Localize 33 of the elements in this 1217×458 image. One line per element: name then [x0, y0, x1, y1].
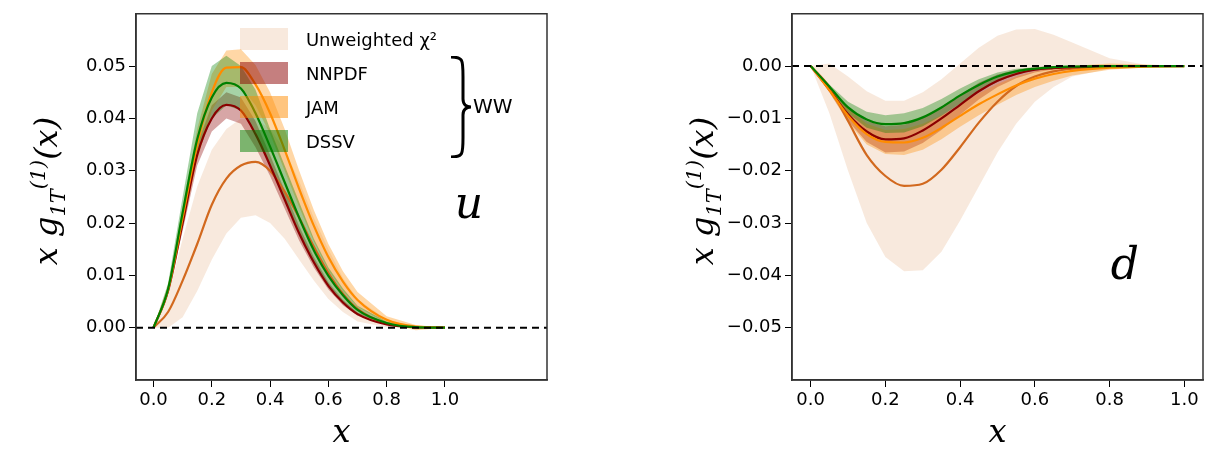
y-tick-label: 0.00 — [741, 53, 782, 75]
annotation: d — [1110, 237, 1139, 289]
y-tick-label: −0.02 — [726, 158, 782, 180]
y-tick-label: 0.03 — [85, 158, 126, 180]
x-axis-title: x — [332, 412, 351, 450]
x-tick-label: 0.0 — [796, 388, 825, 410]
y-tick-label: −0.05 — [726, 315, 782, 337]
x-tick-label: 1.0 — [1170, 388, 1199, 410]
y-tick-label: 0.01 — [85, 263, 126, 285]
x-tick-label: 0.4 — [945, 388, 975, 410]
y-tick-label: 0.04 — [85, 106, 126, 128]
x-tick-label: 0.2 — [871, 388, 900, 410]
y-tick-label: −0.04 — [726, 263, 782, 285]
legend-label: DSSV — [305, 130, 355, 152]
y-tick-label: 0.05 — [85, 53, 126, 75]
y-tick-label: −0.03 — [726, 210, 782, 232]
x-tick-label: 0.2 — [197, 388, 227, 410]
legend-label: JAM — [305, 96, 339, 118]
x-tick-label: 0.8 — [372, 388, 401, 410]
x-tick-label: 0.6 — [314, 388, 343, 410]
x-tick-label: 0.0 — [139, 388, 168, 410]
x-tick-label: 0.4 — [255, 388, 285, 410]
legend-label: Unweighted χ² — [305, 28, 437, 50]
x-tick-label: 1.0 — [430, 388, 460, 410]
x-tick-label: 0.6 — [1020, 388, 1050, 410]
annotation: u — [454, 176, 484, 228]
x-axis-title: x — [988, 412, 1007, 450]
y-tick-label: 0.00 — [85, 315, 126, 337]
annotation: WW — [473, 94, 513, 118]
y-tick-label: 0.02 — [85, 210, 126, 232]
legend-label: NNPDF — [305, 62, 368, 84]
x-tick-label: 0.8 — [1095, 388, 1124, 410]
y-tick-label: −0.01 — [726, 106, 782, 128]
